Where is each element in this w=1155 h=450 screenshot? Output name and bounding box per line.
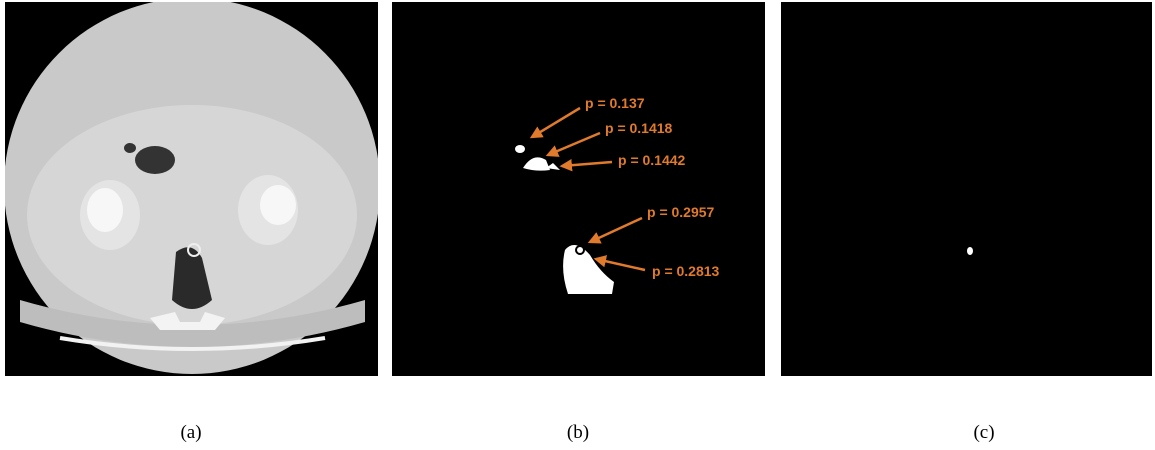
annotation: p = 0.2813 [652, 263, 720, 279]
annotation: p = 0.137 [585, 95, 645, 111]
caption: (b) [567, 422, 589, 443]
annotation: p = 0.1418 [605, 120, 673, 136]
annotation: p = 0.2957 [647, 204, 715, 220]
segmentation-panel: p = 0.137 p = 0.1418 p = 0.1442 p = 0.29… [392, 2, 765, 376]
annotation: p = 0.1442 [618, 152, 686, 168]
caption: (c) [973, 422, 994, 443]
figure: p = 0.137 p = 0.1418 p = 0.1442 p = 0.29… [0, 0, 1155, 450]
ct-image [4, 0, 380, 376]
result-panel [781, 2, 1152, 376]
caption: (a) [180, 422, 201, 443]
